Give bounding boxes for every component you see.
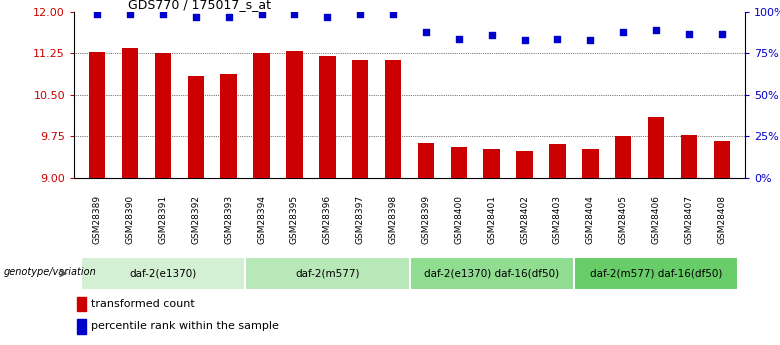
Bar xyxy=(549,144,566,178)
Point xyxy=(551,36,564,41)
Text: GSM28390: GSM28390 xyxy=(126,195,134,244)
Bar xyxy=(582,149,598,178)
Point xyxy=(617,29,629,35)
Text: GSM28406: GSM28406 xyxy=(651,195,661,244)
Bar xyxy=(714,141,730,178)
Point xyxy=(715,31,728,36)
Bar xyxy=(615,136,632,178)
Text: GSM28399: GSM28399 xyxy=(421,195,431,244)
Text: GSM28397: GSM28397 xyxy=(356,195,365,244)
Point xyxy=(354,11,367,17)
Text: GSM28389: GSM28389 xyxy=(93,195,101,244)
Bar xyxy=(574,257,739,290)
Point xyxy=(190,14,202,20)
Text: GSM28391: GSM28391 xyxy=(158,195,168,244)
Text: daf-2(m577) daf-16(df50): daf-2(m577) daf-16(df50) xyxy=(590,268,722,278)
Text: GSM28393: GSM28393 xyxy=(224,195,233,244)
Point xyxy=(321,14,334,20)
Point xyxy=(124,11,136,17)
Text: GSM28394: GSM28394 xyxy=(257,195,266,244)
Point xyxy=(91,11,104,17)
Bar xyxy=(484,149,500,178)
Text: transformed count: transformed count xyxy=(90,299,195,309)
Bar xyxy=(681,135,697,178)
Text: GSM28403: GSM28403 xyxy=(553,195,562,244)
Bar xyxy=(89,52,105,178)
Bar xyxy=(221,75,237,178)
Bar xyxy=(648,117,665,178)
Point xyxy=(288,11,300,17)
Bar xyxy=(451,147,467,178)
Point xyxy=(255,11,268,17)
Point xyxy=(584,38,597,43)
Bar xyxy=(122,48,138,178)
Text: GSM28404: GSM28404 xyxy=(586,195,595,244)
Text: GSM28408: GSM28408 xyxy=(718,195,726,244)
Point xyxy=(222,14,235,20)
Text: percentile rank within the sample: percentile rank within the sample xyxy=(90,322,278,332)
Point xyxy=(452,36,465,41)
Text: daf-2(e1370) daf-16(df50): daf-2(e1370) daf-16(df50) xyxy=(424,268,559,278)
Text: GSM28400: GSM28400 xyxy=(454,195,463,244)
Bar xyxy=(245,257,410,290)
Text: GSM28395: GSM28395 xyxy=(290,195,299,244)
Bar xyxy=(352,60,368,178)
Bar xyxy=(319,56,335,178)
Bar xyxy=(286,51,303,178)
Text: daf-2(e1370): daf-2(e1370) xyxy=(129,268,197,278)
Point xyxy=(387,11,399,17)
Text: GSM28402: GSM28402 xyxy=(520,195,529,244)
Bar xyxy=(187,76,204,178)
Point xyxy=(519,38,531,43)
Bar xyxy=(77,319,86,334)
Point xyxy=(157,11,169,17)
Bar xyxy=(385,60,401,178)
Text: GSM28401: GSM28401 xyxy=(488,195,496,244)
Text: GSM28407: GSM28407 xyxy=(685,195,693,244)
Bar xyxy=(418,143,434,178)
Text: daf-2(m577): daf-2(m577) xyxy=(295,268,360,278)
Bar xyxy=(516,151,533,178)
Text: GSM28396: GSM28396 xyxy=(323,195,331,244)
Text: GSM28398: GSM28398 xyxy=(388,195,398,244)
Text: GDS770 / 175017_s_at: GDS770 / 175017_s_at xyxy=(128,0,271,11)
Point xyxy=(420,29,432,35)
Bar xyxy=(80,257,245,290)
Bar xyxy=(254,53,270,178)
Bar xyxy=(77,297,86,311)
Point xyxy=(650,28,662,33)
Point xyxy=(485,32,498,38)
Bar xyxy=(154,53,171,178)
Text: GSM28405: GSM28405 xyxy=(619,195,628,244)
Text: GSM28392: GSM28392 xyxy=(191,195,200,244)
Bar xyxy=(410,257,574,290)
Point xyxy=(682,31,695,36)
Text: genotype/variation: genotype/variation xyxy=(4,267,97,277)
